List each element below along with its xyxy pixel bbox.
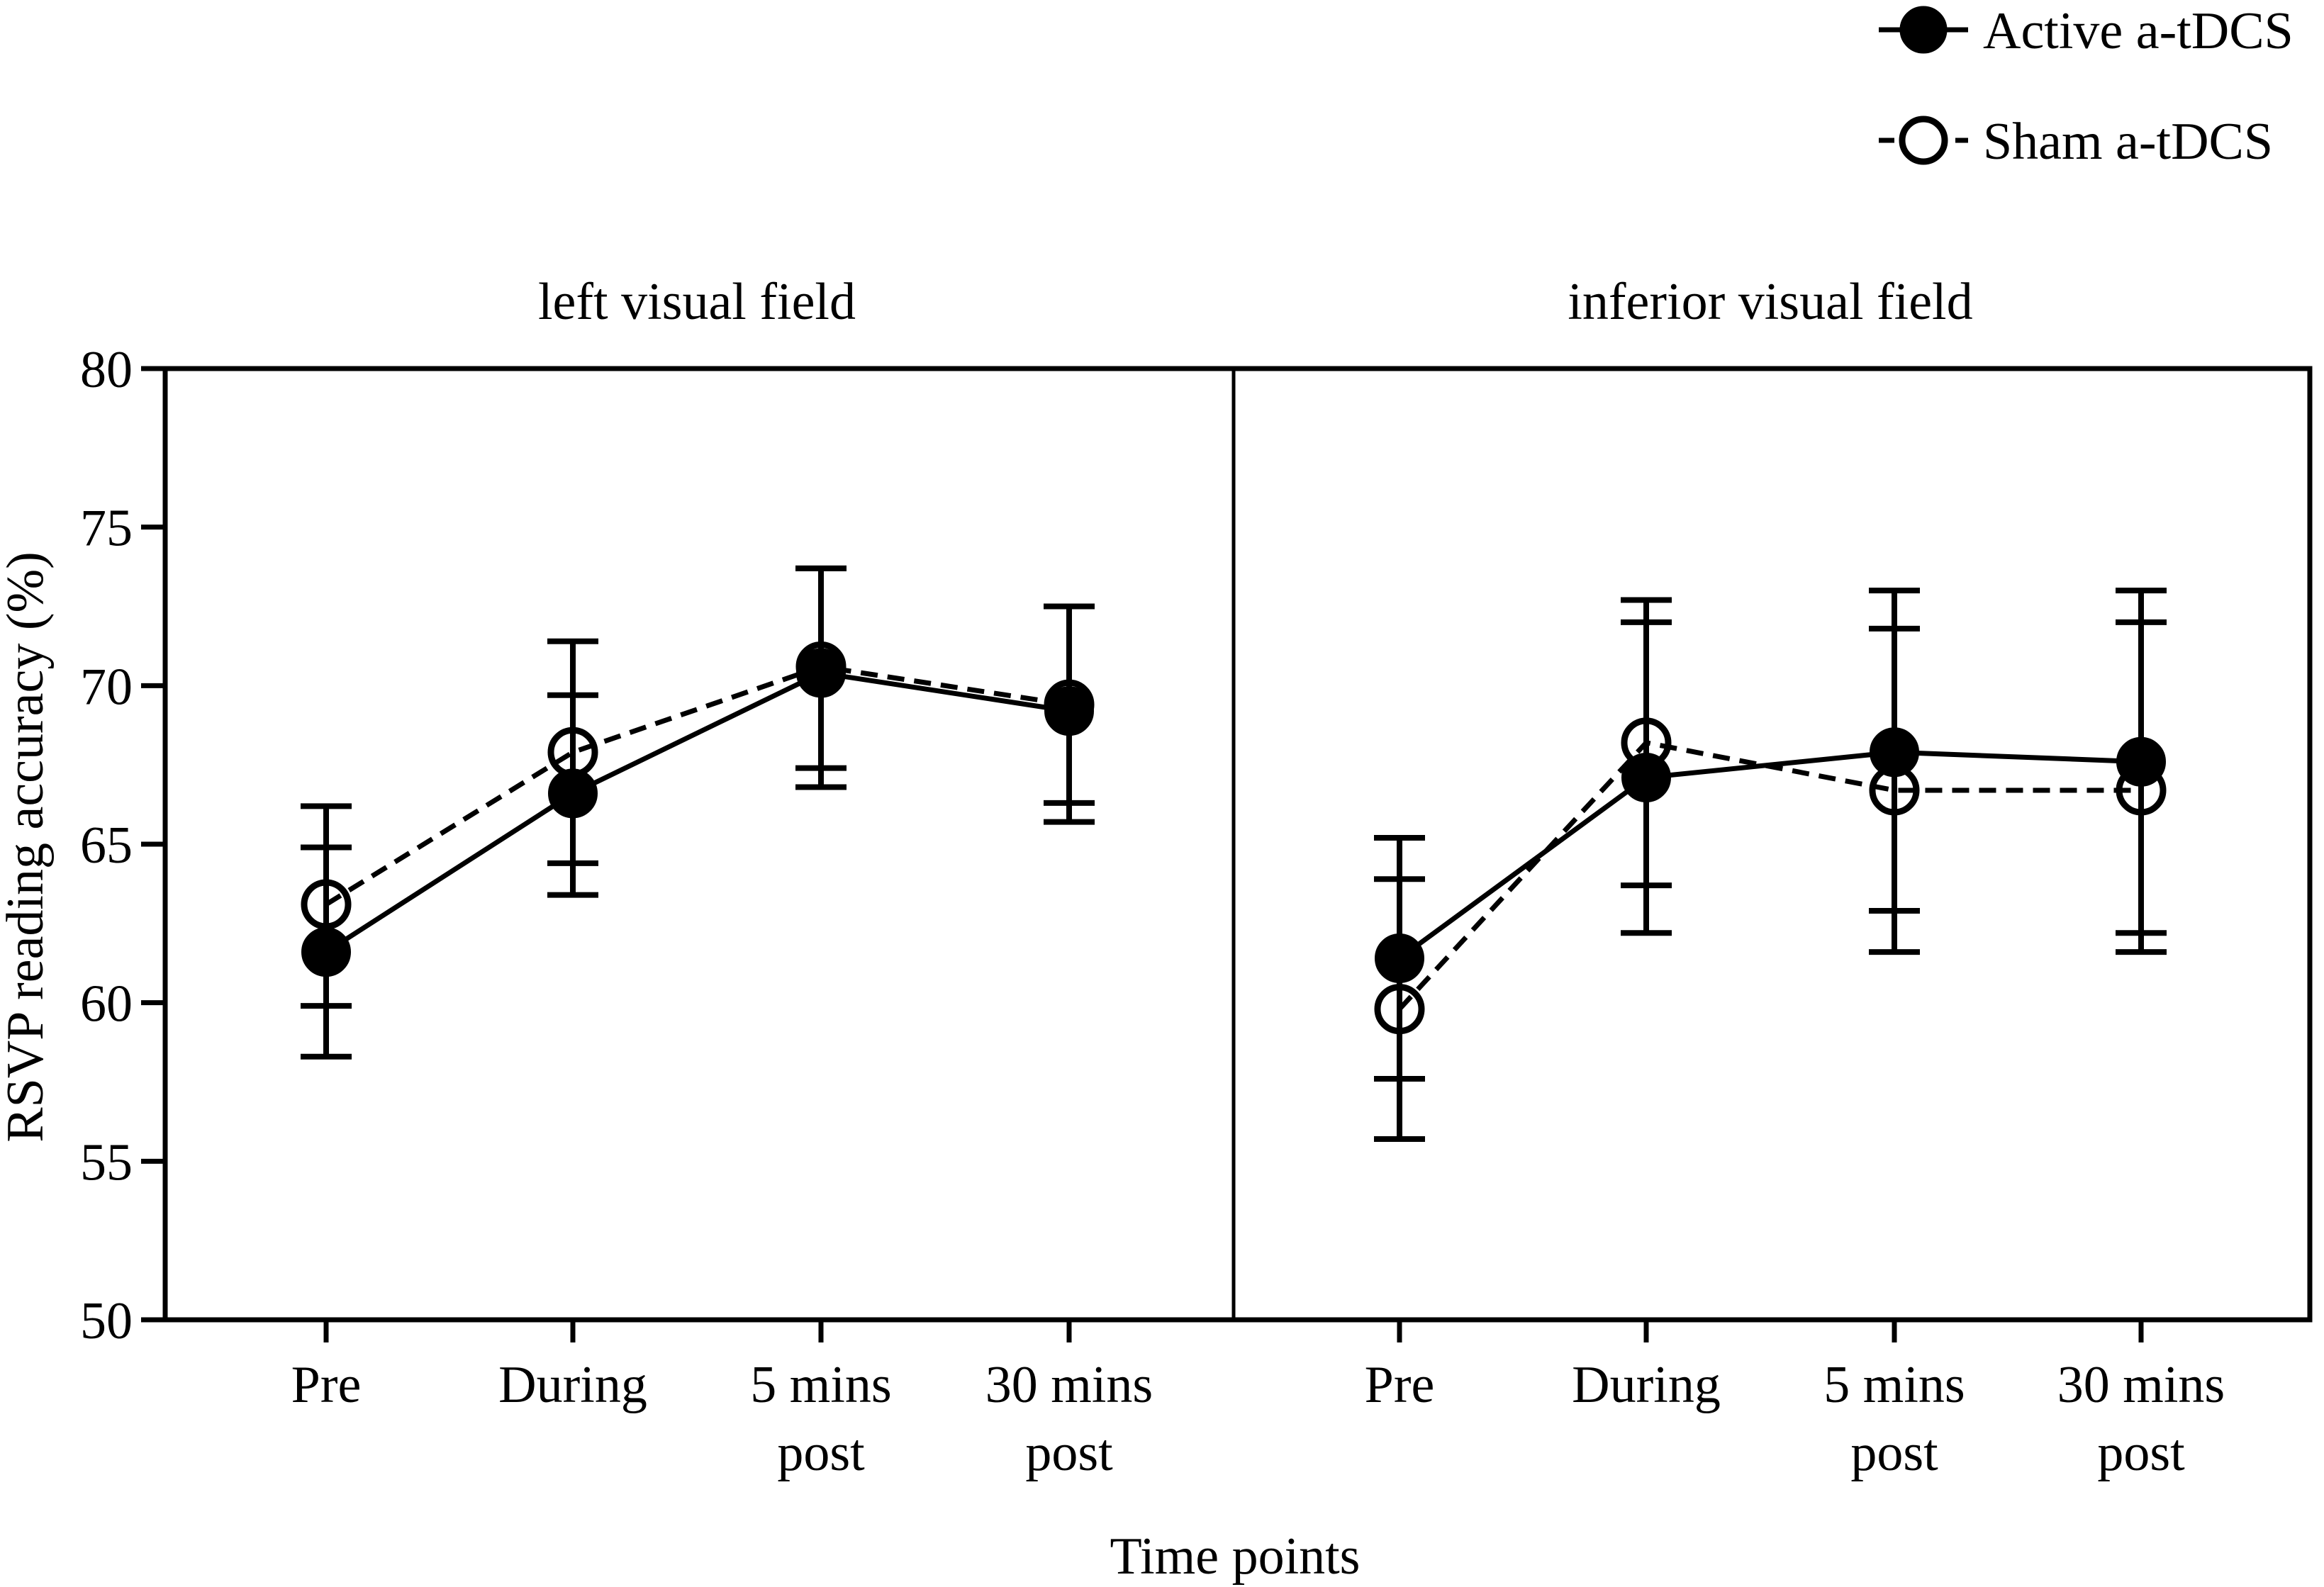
y-tick-label: 60 [80,975,133,1033]
y-tick-label: 50 [80,1292,133,1350]
legend-item-sham: Sham a-tDCS [1879,113,2273,171]
plot-frame [162,366,2313,1323]
sham-point [1869,765,1920,816]
legend-sham-label: Sham a-tDCS [1983,113,2273,171]
active-point [1621,753,1671,803]
active-point [1375,933,1424,984]
x-tick-label: 30 mins [2057,1356,2225,1414]
legend-active-label: Active a-tDCS [1983,2,2294,60]
legend-sham-marker [1899,116,1948,165]
x-tick-label: During [1572,1356,1721,1414]
legend-item-active: Active a-tDCS [1879,2,2294,60]
active-point [301,927,351,977]
y-tick-label: 80 [80,341,133,399]
x-tick-label: post [2097,1424,2185,1482]
x-axis-title: Time points [1110,1527,1361,1586]
panel-title-left: left visual field [538,273,856,331]
sham-point [2116,765,2167,816]
sham-point [1621,717,1672,768]
x-tick-label: 30 mins [985,1356,1153,1414]
active-series-line [325,670,1070,955]
x-tick-label: During [498,1356,647,1414]
marks-layer [301,565,2167,1143]
x-tick-label: 5 mins [750,1356,891,1414]
x-tick-label: Pre [1365,1356,1435,1414]
sham-series-line [325,663,1070,907]
x-tick-label: post [1850,1424,1938,1482]
sham-point [547,727,598,778]
legend: Active a-tDCS Sham a-tDCS [1879,2,2294,171]
legend-active-marker [1899,6,1948,54]
sham-point [1374,984,1425,1035]
axes-layer: 50 55 60 65 70 75 80 Pre During 5 mins post 30 mins… [80,341,2313,1482]
y-axis-title: RSVP reading accuracy (%) [0,551,55,1143]
active-series-line [1397,749,2142,960]
x-tick-label: 5 mins [1823,1356,1965,1414]
active-point [1870,727,1919,778]
panel-title-inferior: inferior visual field [1568,273,1972,331]
sham-point [795,641,847,692]
x-tick-label: post [1025,1424,1113,1482]
y-tick-label: 75 [80,500,133,558]
y-tick-label: 70 [80,658,133,716]
sham-point [301,879,352,930]
sham-series-line [1397,740,2141,1011]
x-tick-label: Pre [291,1356,362,1414]
y-tick-label: 65 [80,817,133,875]
active-point [548,768,598,819]
sham-point [1044,679,1095,730]
y-tick-label: 55 [80,1133,133,1191]
x-tick-label: post [777,1424,865,1482]
